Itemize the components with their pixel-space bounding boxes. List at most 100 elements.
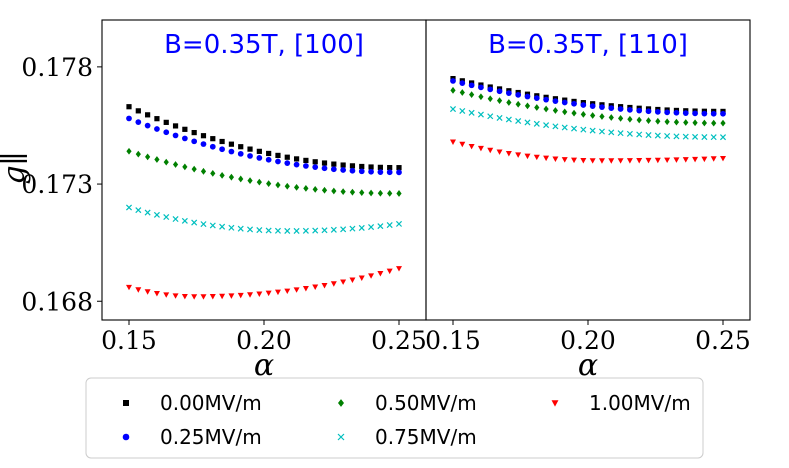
data-point — [580, 158, 587, 164]
y-axis-label: g∥ — [0, 151, 32, 184]
legend-label: 0.25MV/m — [160, 425, 262, 449]
series-0.25MV/m — [450, 78, 726, 117]
data-point — [682, 157, 689, 163]
data-point — [321, 227, 328, 234]
data-point — [154, 156, 160, 163]
data-point — [534, 104, 540, 111]
data-point — [590, 112, 596, 119]
data-point — [200, 221, 207, 228]
data-point — [543, 96, 549, 103]
data-point — [340, 188, 346, 196]
data-point — [645, 117, 652, 125]
data-point — [617, 158, 624, 164]
data-point — [144, 122, 151, 129]
data-point — [396, 169, 402, 176]
data-point — [153, 211, 160, 218]
legend-entry: 0.25MV/m — [122, 425, 262, 449]
data-point — [340, 279, 347, 285]
data-point — [496, 88, 503, 95]
x-tick-label: 0.15 — [101, 326, 157, 355]
legend-label: 0.75MV/m — [375, 425, 477, 449]
ticks-110: 0.15 0.20 0.25 — [425, 320, 751, 355]
data-point — [125, 204, 133, 211]
data-point — [608, 114, 614, 121]
series-0.75MV/m — [125, 204, 403, 234]
data-point — [163, 119, 169, 125]
data-point — [515, 117, 522, 125]
data-point — [515, 100, 521, 108]
x-axis-label-110: α — [578, 348, 598, 383]
x-tick-label: 0.25 — [371, 326, 427, 355]
y-tick-label: 0.168 — [21, 287, 93, 316]
data-point — [135, 119, 142, 125]
data-point — [654, 108, 661, 115]
data-point — [358, 275, 365, 281]
data-point — [330, 281, 337, 287]
data-point — [627, 115, 633, 123]
axes-frame-100 — [101, 19, 427, 321]
data-point — [692, 133, 699, 140]
data-point — [524, 153, 531, 160]
data-point — [571, 100, 577, 107]
data-point — [701, 156, 708, 163]
data-point — [349, 225, 356, 232]
data-point — [284, 227, 291, 234]
data-point — [312, 185, 318, 193]
data-point — [608, 105, 615, 111]
x-tick-label: 0.20 — [560, 326, 616, 355]
data-point — [543, 155, 550, 162]
data-point — [524, 93, 531, 100]
series-0.25MV/m — [126, 115, 402, 176]
data-point — [181, 217, 188, 224]
data-point — [163, 158, 169, 166]
data-point — [228, 173, 235, 181]
data-point — [645, 132, 652, 139]
data-point — [302, 227, 309, 234]
data-point — [552, 156, 559, 162]
data-point — [608, 129, 615, 136]
data-point — [673, 133, 680, 140]
data-point — [191, 129, 197, 136]
data-point — [627, 106, 633, 113]
data-point — [468, 109, 475, 116]
data-point — [172, 132, 179, 139]
x-axis-label-100: α — [254, 348, 274, 383]
panel-title-100: B=0.35T, [100] — [164, 30, 364, 60]
data-point — [589, 127, 596, 134]
marks-110 — [449, 75, 727, 164]
data-point — [682, 110, 689, 116]
panel-title-110: B=0.35T, [110] — [488, 30, 688, 60]
data-point — [598, 128, 605, 135]
data-point — [284, 182, 290, 190]
data-point — [182, 126, 188, 132]
data-point — [655, 117, 661, 125]
legend-label: 0.50MV/m — [375, 391, 477, 415]
y-tick-label: 0.178 — [21, 53, 93, 82]
data-point — [598, 158, 605, 164]
data-point — [265, 290, 272, 297]
data-point — [701, 110, 708, 117]
data-point — [191, 219, 198, 226]
data-point — [330, 226, 337, 233]
data-point — [562, 108, 568, 116]
data-point — [256, 148, 262, 154]
data-point — [284, 160, 291, 166]
data-point — [664, 109, 670, 116]
x-tick-label: 0.25 — [695, 326, 751, 355]
data-point — [561, 99, 568, 106]
data-point — [163, 214, 170, 221]
data-point — [135, 287, 142, 293]
data-point — [135, 207, 142, 214]
panel-100: B=0.35T, [100] α g∥ 0.15 0.20 0.250.1680.1… — [0, 19, 427, 383]
data-point — [247, 292, 254, 298]
data-point — [154, 116, 160, 122]
data-point — [524, 119, 531, 126]
data-point — [617, 106, 624, 112]
data-point — [209, 222, 216, 229]
data-point — [181, 293, 188, 300]
data-point — [172, 216, 179, 223]
series-1.00MV/m — [126, 266, 402, 300]
data-point — [330, 166, 337, 173]
marks-100 — [125, 104, 403, 300]
data-point — [459, 80, 466, 87]
